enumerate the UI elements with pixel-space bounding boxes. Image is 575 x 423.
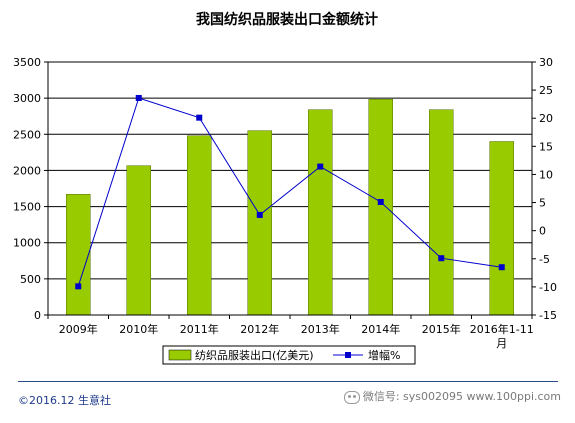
x-tick-label: 2011年 [180,322,219,336]
legend: 纺织品服装出口(亿美元) 增幅% [162,345,416,365]
legend-bar-label: 纺织品服装出口(亿美元) [195,348,314,362]
grid-lines [48,61,532,280]
line-point [377,198,384,205]
y-left-tick-label: 3500 [13,56,41,69]
bar [308,109,333,316]
x-tick-labels: 2009年 2010年 2011年 2012年 2013年 2014年 2015年 2016年… [59,322,534,350]
y-right-tick-label: -5 [539,253,550,266]
x-tick-label: 2012年 [240,322,279,336]
series-line [77,97,502,287]
line-series [75,94,505,290]
y-right-tick-label: 25 [539,84,553,97]
y-right-tick-label: 0 [539,225,546,238]
chart-title: 我国纺织品服装出口金额统计 [196,11,378,28]
bar [368,98,393,316]
y-left-tick-label: 0 [34,309,41,322]
legend-line-marker [345,352,351,358]
bar [126,165,151,316]
y-right-tick-label: -15 [539,309,557,322]
plot-border [47,61,533,316]
bar [429,109,454,316]
y-left-tick-label: 2500 [13,128,41,141]
y-left-tick-label: 1000 [13,237,41,250]
x-tick-label: 2009年 [59,322,98,336]
line-point [75,283,82,290]
y-right-tick-label: 30 [539,56,553,69]
footer-watermark: 微信号: sys002095 www.100ppi.com [343,388,561,404]
x-tick-label: 2014年 [361,322,400,336]
bar [187,135,212,316]
y-right-tick-label: 5 [539,197,546,210]
footer-divider [18,381,558,382]
x-tick-label: 2010年 [119,322,158,336]
line-point [196,114,203,121]
line-point [256,211,263,218]
legend-bar-swatch [168,349,192,361]
footer-site: www.100ppi.com [466,390,561,403]
y-left-tick-labels: 0 500 1000 1500 2000 2500 3000 3500 [13,56,41,322]
x-tick-label-line2: 月 [496,337,507,350]
bar [489,141,514,316]
axes [44,61,536,319]
y-left-tick-label: 1500 [13,201,41,214]
legend-box [162,345,416,365]
x-tick-label: 2015年 [422,322,461,336]
footer-wechat: 微信号: sys002095 [362,390,464,403]
bar-series [66,98,514,316]
line-point [438,255,445,262]
y-left-tick-label: 3000 [13,92,41,105]
y-left-tick-label: 2000 [13,164,41,177]
legend-line-label: 增幅% [368,348,400,362]
line-point [498,264,505,271]
bar [66,194,91,316]
line-point [317,163,324,170]
y-right-tick-label: 15 [539,140,553,153]
y-right-tick-labels: -15 -10 -5 0 5 10 15 20 25 30 [539,56,557,322]
y-right-tick-label: 10 [539,168,553,181]
y-right-tick-label: 20 [539,112,553,125]
footer-source: ©2016.12 生意社 [18,394,111,407]
y-right-tick-label: -10 [539,281,557,294]
x-tick-label: 2016年1-11 [470,322,534,336]
wechat-icon [343,390,360,404]
line-point [135,94,142,101]
bar [247,130,272,316]
x-tick-label: 2013年 [301,322,340,336]
y-left-tick-label: 500 [20,273,41,286]
